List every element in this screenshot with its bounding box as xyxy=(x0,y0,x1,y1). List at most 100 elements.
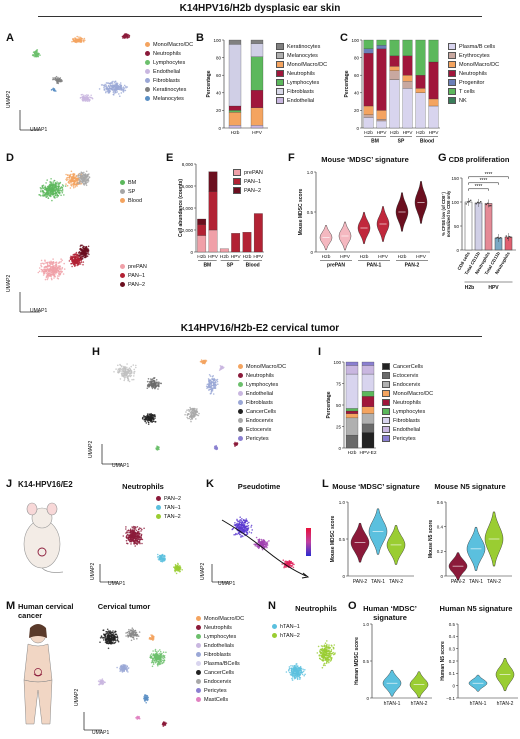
umap-point xyxy=(243,521,246,524)
y-tick-label: 0.2 xyxy=(437,549,444,554)
umap-point xyxy=(133,370,136,373)
panel-b-label: B xyxy=(196,32,204,44)
legend-swatch xyxy=(196,625,201,630)
umap-point xyxy=(126,363,128,365)
umap-point xyxy=(217,383,219,385)
umap-point xyxy=(49,267,52,269)
legend-item: Lymphocytes xyxy=(196,632,244,641)
significance-label: **** xyxy=(475,184,483,190)
umap-point xyxy=(239,528,241,531)
umap-point xyxy=(161,559,163,562)
umap-point xyxy=(150,414,152,416)
umap-point xyxy=(125,86,127,89)
umap-point xyxy=(52,88,54,90)
umap-point xyxy=(124,366,127,368)
legend-label: Neutrophils xyxy=(393,399,421,406)
umap-point xyxy=(50,271,52,273)
umap-point xyxy=(131,526,133,528)
umap-point xyxy=(78,38,80,40)
bar-segment xyxy=(402,88,413,129)
bar-segment xyxy=(253,213,263,253)
umap-point xyxy=(146,413,149,415)
legend-label: Endothelial xyxy=(153,68,181,75)
umap-point xyxy=(211,390,214,392)
umap-point xyxy=(188,413,190,415)
umap-point xyxy=(136,543,138,546)
x-tick-label: H2b xyxy=(348,450,357,456)
legend-item: Neutrophils xyxy=(238,371,286,380)
data-point xyxy=(490,205,492,207)
bar-segment xyxy=(415,92,426,129)
umap-point xyxy=(52,274,54,276)
umap-point xyxy=(145,417,147,419)
umap-point xyxy=(74,255,76,257)
umap-point xyxy=(119,82,122,84)
panel-n-umap xyxy=(285,640,336,681)
umap-point xyxy=(125,539,128,542)
umap-point xyxy=(139,532,141,535)
legend-swatch xyxy=(145,87,150,92)
umap-point xyxy=(107,647,110,650)
umap-point xyxy=(292,665,294,667)
data-point xyxy=(468,200,470,202)
umap-point xyxy=(288,666,291,668)
umap-point xyxy=(293,677,296,680)
legend-swatch xyxy=(382,435,390,442)
significance-label: **** xyxy=(485,172,493,178)
umap-point xyxy=(240,536,242,538)
umap-point xyxy=(246,522,249,525)
umap-point xyxy=(153,380,156,382)
umap-point xyxy=(101,678,104,680)
legend-swatch xyxy=(120,273,125,278)
data-point xyxy=(470,199,472,202)
umap-point xyxy=(159,663,161,665)
x-tick-label: PAN-2 xyxy=(451,579,466,585)
umap-point xyxy=(115,89,118,91)
umap-point xyxy=(130,633,132,636)
legend-swatch xyxy=(120,264,125,269)
umap-point xyxy=(112,85,115,88)
y-tick-label: 0.4 xyxy=(437,524,444,529)
umap-point xyxy=(135,529,138,532)
x-tick-label: HPV xyxy=(378,254,389,260)
umap-point xyxy=(72,177,74,180)
y-tick-label: 6,000 xyxy=(182,184,194,189)
bar-segment xyxy=(402,81,413,89)
data-point xyxy=(498,237,500,239)
umap-point xyxy=(132,525,135,528)
umap-point xyxy=(67,178,69,181)
panel-d-umap-bottom xyxy=(19,244,90,313)
umap-point xyxy=(177,563,179,566)
panel-a-umap xyxy=(19,33,131,131)
umap-point xyxy=(108,633,110,636)
legend-swatch xyxy=(238,382,243,387)
umap-point xyxy=(85,184,88,187)
umap-point xyxy=(99,641,101,643)
umap-point xyxy=(69,187,72,189)
umap-point xyxy=(124,368,127,370)
panel-g-label: G xyxy=(438,152,447,164)
x-tick-label: H2b xyxy=(220,254,229,260)
umap-point xyxy=(123,664,126,667)
legend-item: SP xyxy=(120,187,142,196)
bar-segment xyxy=(208,191,218,231)
umap-point xyxy=(113,87,115,90)
umap-point xyxy=(147,421,150,424)
umap-point xyxy=(237,532,240,534)
umap-point xyxy=(86,100,89,102)
umap-point xyxy=(84,250,87,253)
bar-segment xyxy=(363,114,374,118)
x-tick-label: H2b xyxy=(360,254,369,260)
umap-point xyxy=(160,656,162,659)
umap-point xyxy=(136,539,138,542)
legend-swatch xyxy=(196,697,201,702)
umap-point xyxy=(127,630,130,633)
umap-point xyxy=(54,264,57,266)
umap-point xyxy=(262,544,265,547)
legend-label: CancerCells xyxy=(204,669,234,676)
y-tick-label: 8,000 xyxy=(182,162,194,167)
umap-point xyxy=(51,187,54,190)
legend-label: MastCells xyxy=(204,696,229,703)
legend-swatch xyxy=(448,97,456,104)
umap-point xyxy=(297,672,300,675)
